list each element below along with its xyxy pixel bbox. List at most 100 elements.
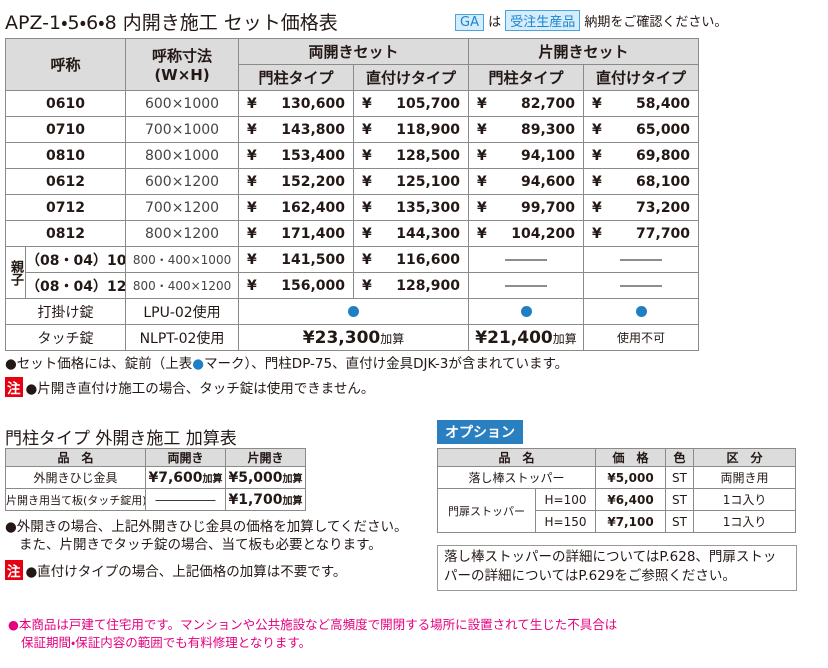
suffix: 加算: [202, 473, 223, 485]
currency: ¥: [477, 199, 487, 216]
name: 0710: [4, 116, 127, 143]
cell: ¥1,700加算: [225, 488, 306, 511]
currency: ¥: [362, 173, 372, 190]
price-cell: ¥77,700: [583, 220, 700, 247]
price-cell: ¥116,600: [353, 246, 470, 273]
th: 門柱タイプ: [238, 64, 355, 91]
row: 0812 800×1200 ¥171,400 ¥144,300 ¥104,200 ¥77,…: [4, 220, 700, 247]
cell: ¥23,300加算: [238, 324, 470, 351]
price-cell: ¥105,700: [353, 90, 470, 117]
price-cell: ¥94,600: [468, 168, 585, 195]
caution-badge: 注: [5, 560, 23, 580]
th: 片開きセット: [468, 38, 700, 65]
section-title: 門柱タイプ 外開き施工 加算表: [5, 429, 237, 449]
cell: ¥6,400: [595, 488, 667, 511]
price: 125,100: [396, 173, 461, 190]
price: 128,500: [396, 147, 461, 164]
currency: ¥: [477, 121, 487, 138]
name: 0812: [4, 220, 127, 247]
text: ●片開き直付け施工の場合、タッチ錠は使用できません。: [25, 381, 375, 397]
price-cell: ¥143,800: [238, 116, 355, 143]
cell: 落し棒ストッパー: [436, 466, 597, 489]
price: 73,200: [636, 199, 691, 216]
suffix: 加算: [380, 331, 405, 346]
th: 価 格: [595, 448, 667, 467]
price: 156,000: [281, 277, 346, 294]
currency: ¥: [362, 121, 372, 138]
suffix: 加算: [552, 331, 577, 346]
currency: ¥: [592, 95, 602, 112]
price-cell: ¥68,100: [583, 168, 700, 195]
price: 118,900: [396, 121, 461, 138]
currency: ¥: [362, 199, 372, 216]
price: 82,700: [521, 95, 576, 112]
name: 打掛け錠: [4, 298, 127, 325]
dot: [348, 306, 360, 317]
th: 品 名: [5, 448, 146, 467]
price-cell: ¥82,700: [468, 90, 585, 117]
th: 色: [665, 448, 695, 467]
size: 700×1000: [125, 116, 240, 143]
note: 注 ●片開き直付け施工の場合、タッチ錠は使用できません。: [5, 377, 374, 397]
price-cell: ¥104,200: [468, 220, 585, 247]
price-cell: ¥118,900: [353, 116, 470, 143]
price-cell: ¥130,600: [238, 90, 355, 117]
text: ●セット価格には、錠前（上表: [5, 356, 193, 372]
cell: ST: [665, 466, 695, 489]
dash: ―――: [468, 246, 585, 273]
price: 94,100: [521, 147, 576, 164]
currency: ¥: [247, 225, 257, 242]
row: 打掛け錠 LPU-02使用: [4, 298, 700, 325]
badge-ga: GA: [455, 14, 484, 31]
dot: [635, 306, 647, 317]
row: 親子 （08・04）10 800・400×1000 ¥141,500 ¥116,600 ―…: [5, 246, 700, 299]
text: は: [488, 15, 502, 30]
th: 両開き: [145, 448, 226, 467]
cell: 門扉ストッパー: [437, 488, 536, 533]
footer: ●本商品は戸建て住宅用です。マンションや公共施設など高頻度で開閉する場所に設置さ…: [8, 617, 618, 632]
th: 区 分: [693, 448, 797, 467]
price: 116,600: [396, 251, 461, 268]
currency: ¥: [592, 199, 602, 216]
row: 0710 700×1000 ¥143,800 ¥118,900 ¥89,300 ¥65,0…: [4, 116, 700, 143]
text: パーの詳細についてはP.629をご参照ください。: [444, 568, 736, 584]
row: タッチ錠 NLPT-02使用 ¥23,300加算 ¥21,400加算 使用不可: [4, 324, 700, 351]
price-cell: ¥135,300: [353, 194, 470, 221]
currency: ¥: [592, 121, 602, 138]
cell: [238, 298, 470, 325]
price: 69,800: [636, 147, 691, 164]
th: 片開き: [225, 448, 306, 467]
size: 700×1200: [125, 194, 240, 221]
note: ●外開きの場合、上記外開きひじ金具の価格を加算してください。: [5, 519, 408, 535]
currency: ¥: [247, 173, 257, 190]
cell: ¥5,000: [595, 466, 667, 489]
th: 門柱タイプ: [468, 64, 585, 91]
price: 65,000: [636, 121, 691, 138]
cell: [583, 298, 700, 325]
suffix: 加算: [282, 473, 303, 485]
price-cell: ¥153,400: [238, 142, 355, 169]
price-cell: ¥152,200: [238, 168, 355, 195]
option-note: 落し棒ストッパーの詳細についてはP.628、門扉ストッ パーの詳細についてはP.6…: [437, 545, 797, 591]
currency: ¥: [477, 173, 487, 190]
cell: 外開きひじ金具: [5, 466, 146, 489]
price: ¥1,700: [228, 491, 283, 508]
name: 0712: [4, 194, 127, 221]
price: 104,200: [511, 225, 576, 242]
price: 153,400: [281, 147, 346, 164]
header-note: GA は 受注生産品 納期をご確認ください。: [455, 10, 727, 31]
currency: ¥: [592, 225, 602, 242]
price: 89,300: [521, 121, 576, 138]
cell: [468, 298, 585, 325]
price: ¥21,400: [475, 327, 553, 348]
text: (W×H): [154, 66, 210, 84]
option-table: 品 名価 格色区 分 落し棒ストッパー ¥5,000 ST 両開き用 門扉ストッパー H…: [436, 448, 797, 533]
currency: ¥: [362, 95, 372, 112]
cell: 両開き用: [693, 466, 797, 489]
price: 141,500: [281, 251, 346, 268]
currency: ¥: [247, 147, 257, 164]
header-row: 門柱タイプ 直付けタイプ 門柱タイプ 直付けタイプ: [6, 64, 700, 91]
cell: 使用不可: [583, 324, 700, 351]
text: 落し棒ストッパーの詳細についてはP.628、門扉ストッ: [444, 549, 777, 565]
